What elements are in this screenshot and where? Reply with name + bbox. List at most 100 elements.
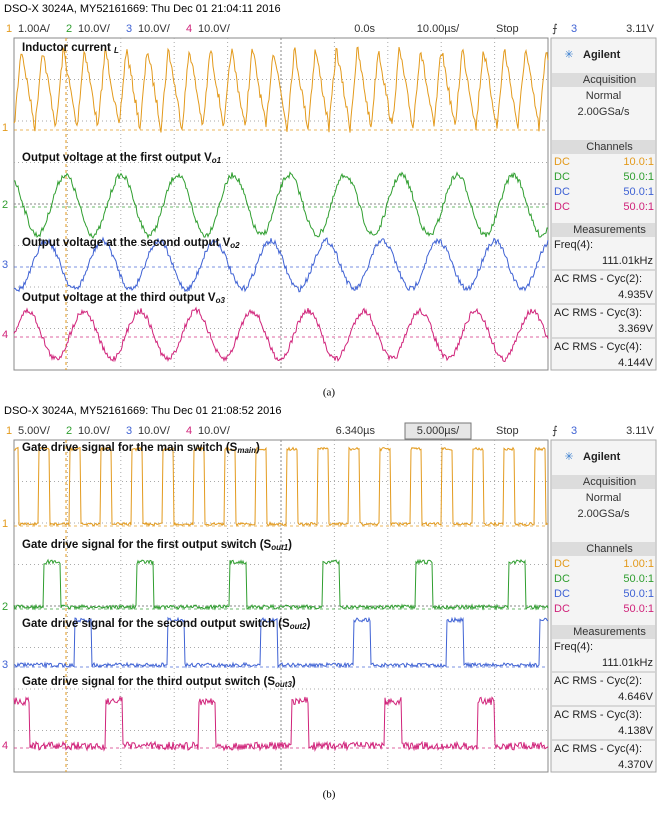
coupling: DC	[554, 573, 570, 585]
coupling: DC	[554, 558, 570, 570]
measurement-value: 111.01kHz	[602, 657, 653, 669]
trace-label-suffix: )	[292, 676, 296, 688]
trigger-level: 3.11V	[626, 425, 655, 437]
acquisition-mode: Normal	[586, 492, 621, 504]
channel-marker: 1	[2, 518, 8, 530]
channel-number: 4	[186, 425, 192, 437]
run-status: Stop	[496, 23, 519, 35]
sample-rate: 2.00GSa/s	[578, 106, 630, 118]
measurement-label: AC RMS - Cyc(4):	[554, 341, 642, 353]
channel-scale: 10.0V/	[138, 23, 171, 35]
trigger-channel: 3	[571, 425, 577, 437]
trace-label-sub: out3	[275, 680, 292, 689]
section-title: Measurements	[573, 224, 646, 236]
coupling: DC	[554, 201, 570, 213]
measurement-label: AC RMS - Cyc(4):	[554, 743, 642, 755]
probe-ratio: 50.0:1	[623, 201, 654, 213]
trace-label: Gate drive signal for the third output s…	[22, 676, 296, 689]
time-scale: 10.00µs/	[417, 23, 460, 35]
channel-scale: 10.0V/	[198, 23, 231, 35]
trace-label-sub: o3	[216, 296, 226, 305]
channel-marker: 3	[2, 659, 8, 671]
trace-label-text: Output voltage at the first output V	[22, 152, 212, 164]
trace-label-sub: main	[237, 446, 256, 455]
coupling: DC	[554, 186, 570, 198]
trace-label-sub: out2	[290, 622, 307, 631]
measurement-value: 4.646V	[618, 691, 654, 703]
figure-caption: (a)	[323, 387, 336, 399]
channel-marker: 2	[2, 199, 8, 211]
measurement-label: AC RMS - Cyc(3):	[554, 709, 642, 721]
time-offset: 0.0s	[354, 23, 375, 35]
trace-label-sub: out1	[271, 543, 288, 552]
logo-icon: ✳	[564, 49, 573, 61]
sample-rate: 2.00GSa/s	[578, 508, 630, 520]
probe-ratio: 50.0:1	[623, 588, 654, 600]
trace-label-sub: o1	[212, 156, 222, 165]
coupling: DC	[554, 588, 570, 600]
time-scale: 5.000µs/	[417, 425, 460, 437]
measurement-value: 4.370V	[618, 759, 654, 771]
channel-scale: 10.0V/	[78, 425, 111, 437]
probe-ratio: 50.0:1	[623, 171, 654, 183]
channel-number: 1	[6, 23, 12, 35]
channel-scale: 5.00V/	[18, 425, 51, 437]
figure-caption: (b)	[323, 789, 336, 801]
trace-label: Output voltage at the first output Vo1	[22, 152, 222, 165]
probe-ratio: 50.0:1	[623, 186, 654, 198]
trace-label-suffix: )	[307, 618, 311, 630]
trace-label-text: Output voltage at the third output V	[22, 292, 216, 304]
channel-scale: 10.0V/	[78, 23, 111, 35]
logo-icon: ✳	[564, 451, 573, 463]
trace-label-text: Gate drive signal for the main switch (S	[22, 442, 238, 454]
channel-scale: 10.0V/	[138, 425, 171, 437]
trace-label-text: Gate drive signal for the second output …	[22, 618, 290, 630]
scope-header: DSO-X 3024A, MY52161669: Thu Dec 01 21:0…	[4, 405, 281, 417]
probe-ratio: 1.00:1	[623, 558, 654, 570]
trace-label-suffix: )	[256, 442, 260, 454]
measurement-label: AC RMS - Cyc(3):	[554, 307, 642, 319]
channel-marker: 3	[2, 259, 8, 271]
measurement-value: 4.935V	[618, 289, 654, 301]
trace-label: Inductor current L	[22, 42, 119, 55]
brand: Agilent	[583, 451, 621, 463]
measurement-value: 4.144V	[618, 357, 654, 369]
trace-label-text: Gate drive signal for the third output s…	[22, 676, 275, 688]
section-title: Acquisition	[583, 476, 636, 488]
channel-scale: 1.00A/	[18, 23, 51, 35]
channel-marker: 4	[2, 740, 8, 752]
coupling: DC	[554, 603, 570, 615]
channel-marker: 4	[2, 329, 8, 341]
section-title: Channels	[586, 141, 633, 153]
figure: DSO-X 3024A, MY52161669: Thu Dec 01 21:0…	[0, 0, 658, 814]
trace-label: Gate drive signal for the main switch (S…	[22, 442, 260, 455]
probe-ratio: 50.0:1	[623, 573, 654, 585]
trace-label: Gate drive signal for the first output s…	[22, 539, 292, 552]
trigger-level: 3.11V	[626, 23, 655, 35]
trace-label: Gate drive signal for the second output …	[22, 618, 311, 631]
channel-number: 2	[66, 425, 72, 437]
run-status: Stop	[496, 425, 519, 437]
channel-number: 3	[126, 23, 132, 35]
channel-number: 1	[6, 425, 12, 437]
probe-ratio: 50.0:1	[623, 603, 654, 615]
trigger-icon: ⨍	[552, 425, 558, 437]
time-offset: 6.340µs	[336, 425, 376, 437]
measurement-value: 4.138V	[618, 725, 654, 737]
section-title: Measurements	[573, 626, 646, 638]
trigger-icon: ⨍	[552, 23, 558, 35]
channel-number: 3	[126, 425, 132, 437]
trace-label: Output voltage at the third output Vo3	[22, 292, 225, 305]
trace-label-text: Gate drive signal for the first output s…	[22, 539, 272, 551]
trace-label-text: Inductor current	[22, 42, 114, 54]
probe-ratio: 10.0:1	[623, 156, 654, 168]
measurement-label: AC RMS - Cyc(2):	[554, 273, 642, 285]
scope-panel: DSO-X 3024A, MY52161669: Thu Dec 01 21:0…	[2, 405, 656, 801]
channel-number: 4	[186, 23, 192, 35]
measurement-value: 3.369V	[618, 323, 654, 335]
measurement-value: 111.01kHz	[602, 255, 653, 267]
measurement-label: Freq(4):	[554, 239, 593, 251]
trace-label-text: Output voltage at the second output V	[22, 237, 231, 249]
trace-label-suffix: )	[288, 539, 292, 551]
channel-number: 2	[66, 23, 72, 35]
